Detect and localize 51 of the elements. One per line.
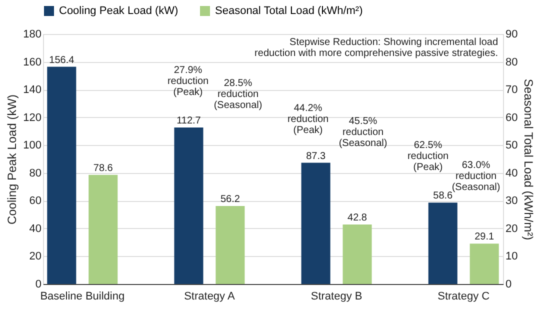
data-label: 87.3 — [306, 150, 326, 162]
legend-label: Cooling Peak Load (kW) — [59, 5, 178, 17]
y2-tick-label: 80 — [506, 56, 518, 68]
y2-tick-label: 60 — [506, 112, 518, 124]
y-tick-label: 160 — [23, 56, 42, 68]
y-tick-label: 20 — [29, 250, 42, 263]
y-tick-label: 60 — [29, 195, 42, 208]
y2-tick-label: 50 — [506, 140, 518, 152]
y-tick-label: 140 — [23, 84, 42, 96]
data-label: 58.6 — [433, 190, 454, 202]
annotation: Stepwise Reduction: Showing incremental load reduction with more comprehensive passive strategies. — [254, 37, 498, 59]
x-tick-label: Strategy B — [310, 290, 362, 302]
y-tick-label: 40 — [29, 222, 42, 235]
y2-tick-label: 40 — [506, 167, 518, 180]
y2-tick-label: 30 — [506, 195, 518, 208]
bar — [470, 244, 499, 284]
bar — [174, 127, 204, 284]
annotation: 27.9% reduction (Peak) — [167, 65, 209, 98]
bar — [88, 174, 118, 284]
y2-axis-title: Seasonal Total Load (kWh/m²) — [522, 78, 536, 240]
y-tick-label: 120 — [23, 112, 42, 124]
y-tick-label: 80 — [29, 167, 42, 180]
y2-tick-label: 10 — [506, 250, 518, 263]
y2-tick-label: 20 — [506, 222, 518, 235]
data-label: 156.4 — [49, 54, 75, 66]
legend-label: Seasonal Total Load (kWh/m²) — [215, 5, 363, 17]
x-tick-label: Baseline Building — [40, 290, 125, 302]
annotation: 62.5% reduction (Peak) — [407, 140, 449, 173]
data-label: 56.2 — [220, 194, 240, 205]
x-tick-label: Strategy A — [184, 290, 236, 302]
x-tick-label: Strategy C — [438, 290, 490, 302]
y-tick-label: 0 — [35, 278, 42, 290]
y-tick-label: 100 — [23, 140, 42, 152]
y2-tick-label: 70 — [506, 84, 518, 96]
annotation: 44.2% reduction (Peak) — [287, 103, 329, 136]
bar — [216, 206, 245, 284]
data-label: 42.8 — [348, 212, 368, 224]
annotation: 28.5% reduction (Seasonal) — [214, 78, 262, 111]
y2-tick-label: 90 — [506, 28, 518, 40]
data-label: 112.7 — [176, 115, 202, 126]
data-label: 29.1 — [474, 232, 495, 243]
y-axis-title: Cooling Peak Load (kW) — [5, 94, 20, 225]
y-tick-label: 180 — [23, 28, 42, 40]
y2-tick-label: 0 — [506, 278, 512, 290]
data-label: 78.6 — [93, 162, 114, 174]
bar — [47, 66, 76, 284]
bar — [342, 224, 372, 284]
bar — [301, 162, 330, 284]
annotation: 63.0% reduction (Seasonal) — [452, 160, 500, 193]
bar — [428, 202, 458, 284]
annotation: 45.5% reduction (Seasonal) — [338, 116, 388, 149]
